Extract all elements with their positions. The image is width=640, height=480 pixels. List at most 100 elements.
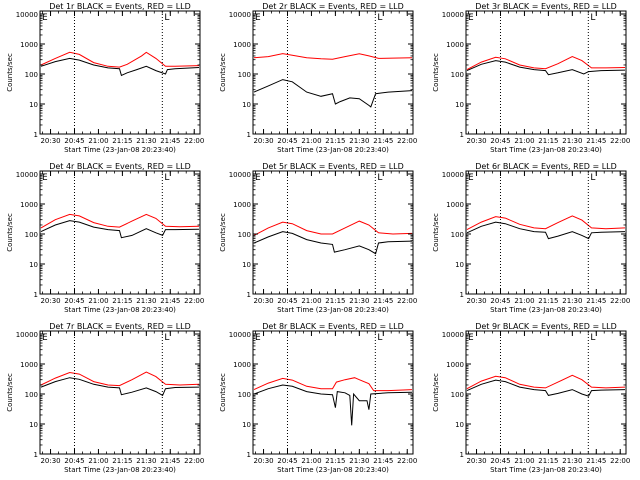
x-tick-label: 20:45 (64, 297, 84, 305)
chart-panel-7: Det 7r BLACK = Events, RED = LLD 1 10 100 10… (6, 322, 204, 474)
series-line-events (40, 377, 200, 397)
marker-letter-l: L (590, 13, 595, 23)
x-tick-label: 20:30 (40, 137, 60, 145)
plot-frame (252, 330, 414, 455)
x-tick-label: 21:45 (586, 457, 606, 465)
series-line-events (253, 231, 413, 255)
x-axis-label: Start Time (23-Jan-08 20:23:40) (277, 306, 389, 314)
x-tick-label: 21:45 (160, 137, 180, 145)
chart-panel-4: Det 4r BLACK = Events, RED = LLD 1 10 100 10… (6, 162, 204, 314)
y-tick-label: 1 (34, 451, 38, 459)
y-axis-label: Counts/sec (219, 213, 227, 252)
x-axis-label: Start Time (23-Jan-08 20:23:40) (490, 146, 602, 154)
y-axis-label: Counts/sec (432, 373, 440, 412)
chart-panel-3: Det 3r BLACK = Events, RED = LLD 1 10 100 10… (432, 2, 630, 154)
x-tick-label: 21:00 (514, 137, 534, 145)
y-tick-label: 1 (460, 451, 464, 459)
x-tick-label: 20:30 (466, 297, 486, 305)
x-tick-label: 20:30 (466, 457, 486, 465)
x-tick-label: 22:00 (610, 137, 630, 145)
plot-frame (465, 330, 627, 455)
y-tick-label: 1 (460, 291, 464, 299)
series-line-lld (466, 215, 626, 231)
chart-panel-9: Det 9r BLACK = Events, RED = LLD 1 10 100 10… (432, 322, 630, 474)
x-tick-label: 21:00 (514, 457, 534, 465)
x-tick-label: 20:45 (490, 137, 510, 145)
x-tick-label: 22:00 (397, 457, 417, 465)
x-axis-label: Start Time (23-Jan-08 20:23:40) (64, 466, 176, 474)
y-tick-label: 100 (25, 71, 38, 79)
y-tick-label: 1 (34, 291, 38, 299)
x-tick-label: 20:30 (253, 297, 273, 305)
x-axis-label: Start Time (23-Jan-08 20:23:40) (277, 146, 389, 154)
chart-panel-5: Det 5r BLACK = Events, RED = LLD 1 10 100 10… (219, 162, 417, 314)
marker-letter-e: E (468, 173, 474, 183)
marker-letter-l: L (590, 333, 595, 343)
y-tick-label: 1 (247, 291, 251, 299)
marker-letter-e: E (42, 13, 48, 23)
x-tick-label: 20:45 (490, 297, 510, 305)
y-tick-label: 10 (455, 421, 464, 429)
x-tick-label: 21:30 (562, 297, 582, 305)
x-tick-label: 20:45 (277, 137, 297, 145)
x-tick-label: 20:30 (466, 137, 486, 145)
y-tick-label: 1 (247, 451, 251, 459)
y-tick-label: 10000 (229, 171, 251, 179)
marker-letter-e: E (42, 173, 48, 183)
marker-letter-l: L (590, 173, 595, 183)
x-tick-label: 21:30 (136, 297, 156, 305)
y-tick-label: 100 (25, 391, 38, 399)
x-tick-label: 20:45 (64, 137, 84, 145)
x-tick-label: 21:15 (538, 297, 558, 305)
marker-letter-e: E (255, 173, 261, 183)
marker-letter-l: L (164, 13, 169, 23)
y-tick-label: 10000 (442, 11, 464, 19)
chart-panel-8: Det 8r BLACK = Events, RED = LLD 1 10 100 10… (219, 322, 417, 474)
x-tick-label: 21:30 (136, 457, 156, 465)
x-tick-label: 21:30 (562, 457, 582, 465)
plot-frame (39, 10, 201, 135)
y-tick-label: 100 (238, 231, 251, 239)
chart-title: Det 4r BLACK = Events, RED = LLD (49, 162, 191, 171)
plot-frame (465, 10, 627, 135)
y-tick-label: 100 (238, 391, 251, 399)
x-axis-label: Start Time (23-Jan-08 20:23:40) (490, 306, 602, 314)
x-tick-label: 21:00 (88, 457, 108, 465)
y-tick-label: 10 (242, 101, 251, 109)
x-tick-label: 21:00 (88, 297, 108, 305)
series-line-events (40, 220, 200, 239)
x-tick-label: 21:30 (562, 137, 582, 145)
y-axis-label: Counts/sec (6, 373, 14, 412)
y-axis-label: Counts/sec (6, 213, 14, 252)
y-tick-label: 10000 (16, 331, 38, 339)
x-tick-label: 21:30 (349, 297, 369, 305)
marker-letter-e: E (468, 13, 474, 23)
y-tick-label: 1000 (446, 41, 464, 49)
series-line-events (466, 221, 626, 240)
marker-letter-e: E (468, 333, 474, 343)
x-tick-label: 21:15 (112, 137, 132, 145)
y-tick-label: 10 (242, 261, 251, 269)
series-line-events (253, 79, 413, 108)
x-tick-label: 22:00 (184, 457, 204, 465)
series-line-events (466, 60, 626, 76)
plot-frame (465, 170, 627, 295)
x-axis-label: Start Time (23-Jan-08 20:23:40) (64, 306, 176, 314)
chart-title: Det 8r BLACK = Events, RED = LLD (262, 322, 404, 331)
marker-letter-l: L (377, 333, 382, 343)
y-tick-label: 100 (25, 231, 38, 239)
y-tick-label: 1000 (446, 201, 464, 209)
x-tick-label: 20:30 (253, 137, 273, 145)
x-tick-label: 20:45 (277, 457, 297, 465)
chart-title: Det 6r BLACK = Events, RED = LLD (475, 162, 617, 171)
x-tick-label: 21:15 (112, 457, 132, 465)
y-tick-label: 10000 (442, 171, 464, 179)
y-tick-label: 10 (29, 101, 38, 109)
marker-letter-l: L (377, 173, 382, 183)
x-tick-label: 21:15 (112, 297, 132, 305)
x-tick-label: 22:00 (397, 137, 417, 145)
marker-letter-e: E (255, 333, 261, 343)
x-tick-label: 20:45 (64, 457, 84, 465)
y-tick-label: 100 (451, 231, 464, 239)
